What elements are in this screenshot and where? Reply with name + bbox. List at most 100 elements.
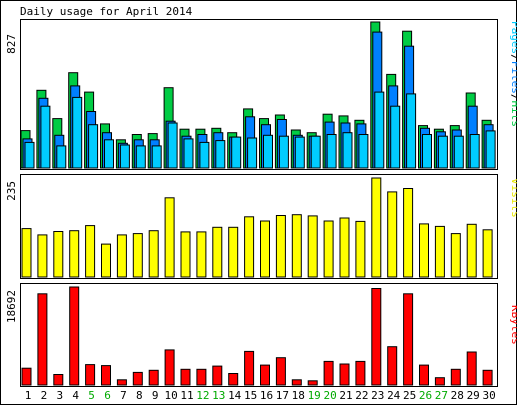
day-label: 18 <box>292 389 305 402</box>
legend-files: Files <box>509 61 517 94</box>
pages-bar <box>231 136 242 169</box>
visits-bar <box>482 229 493 278</box>
visits-bar <box>228 226 239 278</box>
pages-bar <box>310 135 321 169</box>
pages-bar <box>294 136 305 169</box>
day-label: 9 <box>152 389 159 402</box>
pages-bar <box>199 141 210 169</box>
visits-bar <box>371 177 382 278</box>
kbytes-bar <box>21 367 32 386</box>
pages-bar <box>453 135 464 169</box>
legend-pages-files-hits: Pages/Files/Hits <box>509 21 517 127</box>
pages-bar <box>56 145 67 169</box>
visits-bar <box>291 214 302 278</box>
day-label: 5 <box>88 389 95 402</box>
legend-pages: Pages <box>509 21 517 54</box>
pages-bar <box>119 144 130 169</box>
visits-bar <box>387 191 398 278</box>
kbytes-bar <box>466 351 477 386</box>
kbytes-bar <box>244 350 255 386</box>
visits-bar <box>180 231 191 278</box>
kbytes-bar <box>101 365 111 386</box>
pages-bar <box>167 122 178 169</box>
max-label-hits: 827 <box>5 34 18 54</box>
day-label: 7 <box>120 389 127 402</box>
kbytes-bar <box>196 368 207 386</box>
visits-bar <box>132 233 143 278</box>
day-label: 19 <box>308 389 321 402</box>
day-label: 30 <box>482 389 495 402</box>
pages-bar <box>247 137 258 169</box>
visits-bar <box>196 231 207 278</box>
visits-bar <box>323 220 334 278</box>
legend-sep-1: / <box>509 54 517 61</box>
pages-bar <box>469 134 480 169</box>
kbytes-bar <box>403 293 414 386</box>
panel-frame-kbytes <box>20 283 498 387</box>
kbytes-bar <box>85 364 96 386</box>
kbytes-bar <box>164 349 175 386</box>
day-label: 20 <box>323 389 336 402</box>
day-label: 2 <box>41 389 48 402</box>
day-label: 25 <box>403 389 416 402</box>
visits-bar <box>21 228 32 278</box>
day-label: 6 <box>104 389 111 402</box>
pages-bar <box>215 140 226 169</box>
visits-bar <box>212 226 223 278</box>
visits-bar <box>434 225 445 278</box>
bar-layer <box>20 21 496 386</box>
kbytes-bar <box>212 365 223 386</box>
kbytes-bar <box>275 357 286 386</box>
visits-bar <box>355 220 366 278</box>
kbytes-bar <box>148 369 159 386</box>
day-label: 26 <box>419 389 432 402</box>
day-label: 24 <box>387 389 401 402</box>
visits-bar <box>466 223 477 278</box>
visits-bar <box>244 216 255 278</box>
day-label: 28 <box>451 389 464 402</box>
kbytes-bar <box>228 373 239 386</box>
visits-bar <box>403 188 414 278</box>
visits-bar <box>164 197 175 278</box>
day-label: 23 <box>371 389 384 402</box>
day-label-row: 1 2 3 4 5 6 7 8 9 10 11 12 13 14 15 16 17 18 19 20 21 22 23 24 2… <box>25 389 496 402</box>
legend-visits: Visits <box>509 178 517 218</box>
pages-bar <box>358 134 369 169</box>
visits-bar <box>307 215 318 278</box>
day-label: 11 <box>180 389 193 402</box>
day-label: 16 <box>260 389 273 402</box>
visits-bar <box>37 234 48 278</box>
kbytes-bar <box>482 369 493 386</box>
day-label: 13 <box>212 389 225 402</box>
visits-bar <box>148 230 159 278</box>
max-label-visits: 235 <box>5 181 18 201</box>
pages-bar <box>40 105 51 169</box>
pages-bar <box>374 91 385 169</box>
pages-bar <box>422 134 432 169</box>
kbytes-bar <box>260 364 270 386</box>
legend-hits: Hits <box>509 101 517 128</box>
kbytes-bar <box>339 363 350 386</box>
day-label: 8 <box>136 389 143 402</box>
visits-bar <box>450 233 461 278</box>
day-label: 14 <box>228 389 242 402</box>
pages-bar <box>88 124 99 169</box>
visits-bar <box>101 243 111 278</box>
pages-bar <box>135 145 146 169</box>
visits-bar <box>85 225 96 278</box>
day-label: 29 <box>467 389 480 402</box>
day-label: 3 <box>56 389 63 402</box>
kbytes-bar <box>69 286 80 386</box>
kbytes-bar <box>371 288 382 386</box>
visits-bar <box>260 220 270 278</box>
day-label: 1 <box>25 389 32 402</box>
day-label: 22 <box>355 389 368 402</box>
pages-bar <box>326 134 337 169</box>
visits-bar <box>116 234 127 278</box>
pages-bar <box>342 132 353 169</box>
legend-kbytes: KBytes <box>509 305 517 345</box>
pages-bar <box>406 93 417 169</box>
legend-sep-2: / <box>509 94 517 101</box>
pages-bar <box>390 105 401 169</box>
